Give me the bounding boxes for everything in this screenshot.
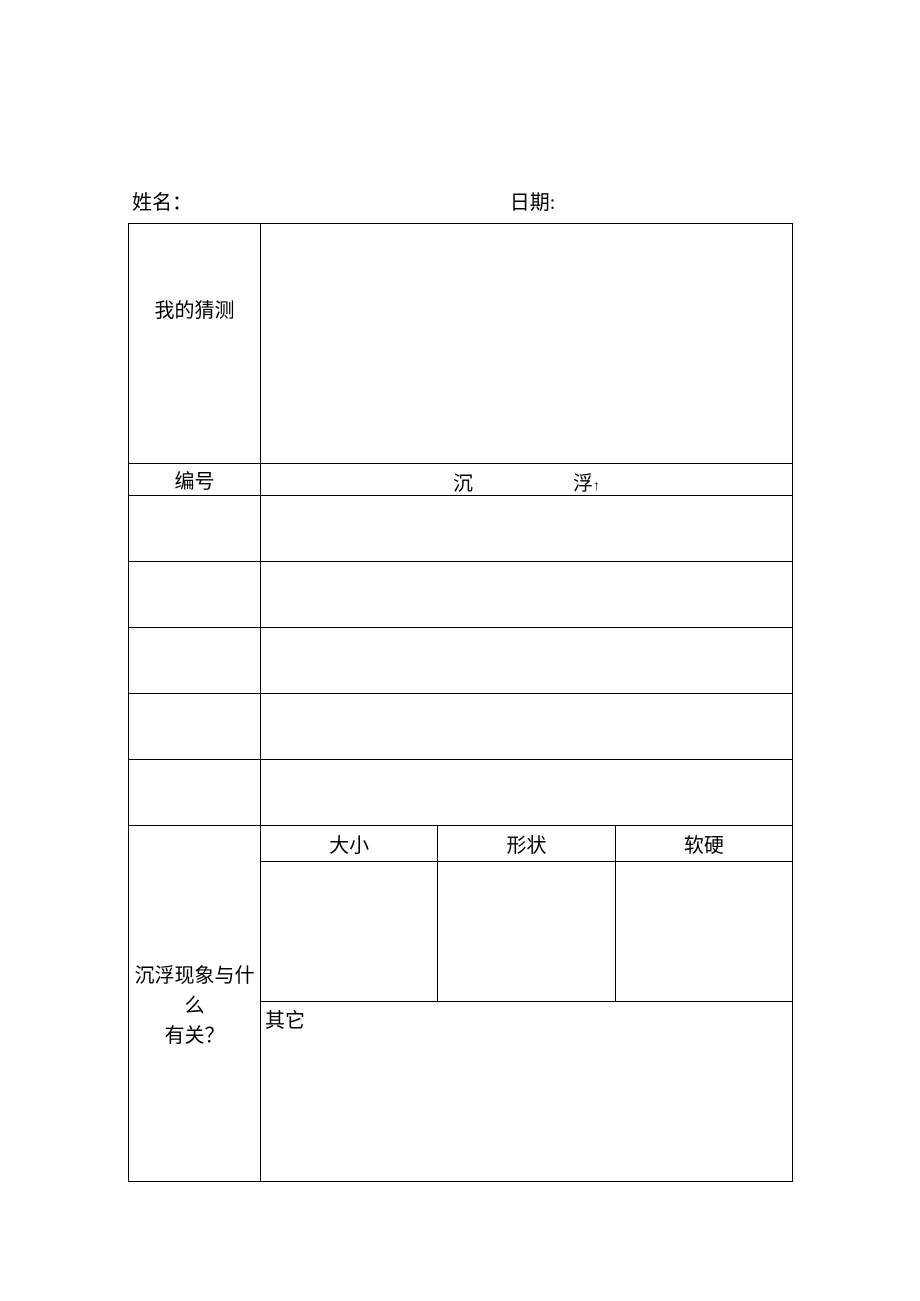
- data-row-2-number: [129, 562, 261, 628]
- property-size-body: [261, 862, 438, 1002]
- data-row-4: [129, 694, 793, 760]
- property-hardness-body: [615, 862, 792, 1002]
- property-size-header: 大小: [261, 826, 438, 862]
- number-header-row: 编号 沉 浮↑: [129, 464, 793, 496]
- guess-row: 我的猜测: [129, 224, 793, 464]
- data-row-2-content: [261, 562, 793, 628]
- property-header-row: 沉浮现象与什么 有关？ 大小 形状 软硬: [129, 826, 793, 862]
- header-row: 姓名： 日期:: [128, 186, 793, 215]
- data-row-2: [129, 562, 793, 628]
- worksheet-table: 我的猜测 编号 沉 浮↑: [128, 223, 793, 1182]
- property-shape-header: 形状: [438, 826, 615, 862]
- data-row-5: [129, 760, 793, 826]
- data-row-4-content: [261, 694, 793, 760]
- data-row-1-content: [261, 496, 793, 562]
- data-row-4-number: [129, 694, 261, 760]
- data-row-1-number: [129, 496, 261, 562]
- name-label: 姓名：: [132, 186, 510, 215]
- data-row-5-number: [129, 760, 261, 826]
- my-guess-cell: 我的猜测: [129, 224, 261, 464]
- data-row-5-content: [261, 760, 793, 826]
- number-label-cell: 编号: [129, 464, 261, 496]
- float-label: 浮↑: [573, 474, 600, 494]
- property-hardness-header: 软硬: [615, 826, 792, 862]
- sink-float-header-cell: 沉 浮↑: [261, 464, 793, 496]
- relation-question-cell: 沉浮现象与什么 有关？: [129, 826, 261, 1182]
- other-cell: 其它: [261, 1002, 793, 1182]
- data-row-3-content: [261, 628, 793, 694]
- property-shape-body: [438, 862, 615, 1002]
- data-row-3-number: [129, 628, 261, 694]
- sink-label: 沉: [453, 474, 473, 494]
- data-row-1: [129, 496, 793, 562]
- date-label: 日期:: [510, 186, 793, 215]
- guess-content-cell: [261, 224, 793, 464]
- data-row-3: [129, 628, 793, 694]
- worksheet-container: 姓名： 日期: 我的猜测 编号 沉 浮↑: [128, 186, 793, 1182]
